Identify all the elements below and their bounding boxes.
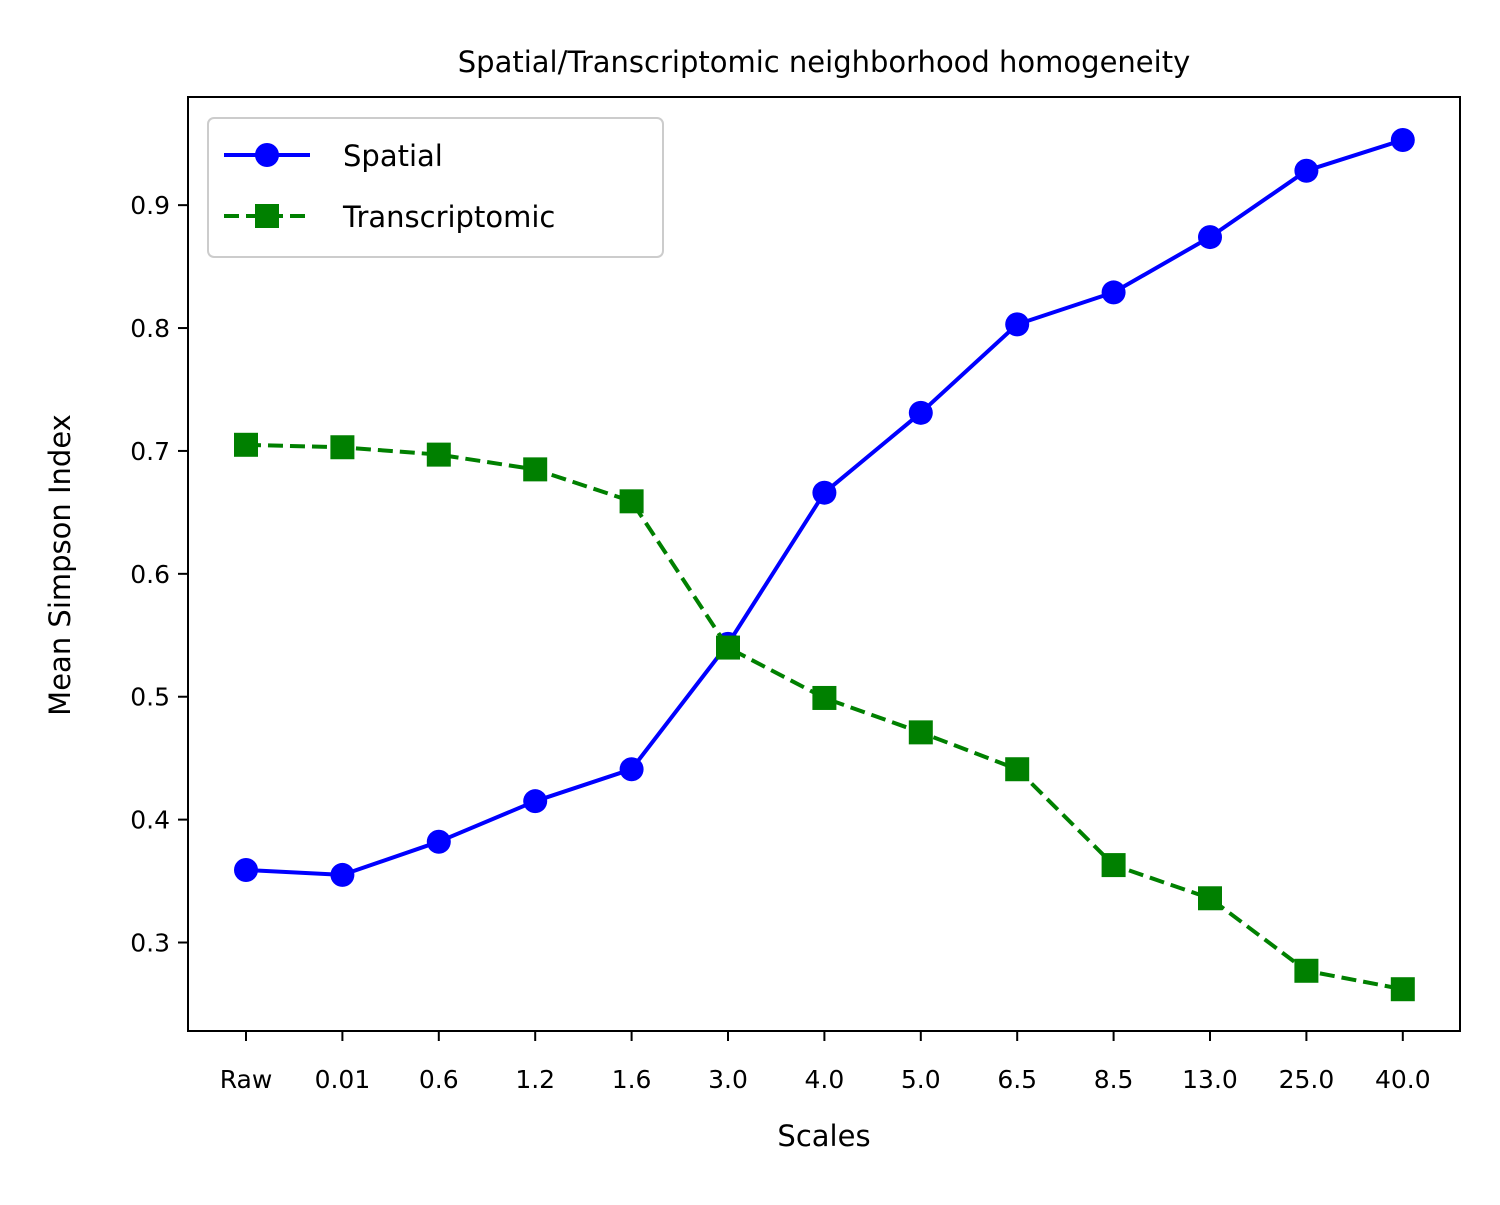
series-layer: [234, 128, 1415, 1002]
x-tick-label: 4.0: [805, 1065, 845, 1094]
data-point-spatial: [908, 400, 933, 425]
data-point-spatial: [1101, 280, 1126, 305]
data-point-transcriptomic: [1390, 977, 1415, 1002]
y-tick-label: 0.5: [130, 683, 170, 712]
data-point-spatial: [1390, 128, 1415, 153]
axis-ticks: Raw 0.01 0.6 1.2 1.6 3.0 4.0 5.0 6.5 8.5 13.0 25.0 4…: [130, 191, 1430, 1094]
data-point-transcriptomic: [523, 457, 548, 482]
x-tick-label: 1.6: [612, 1065, 652, 1094]
data-point-transcriptomic: [330, 435, 355, 460]
y-tick-label: 0.3: [130, 929, 170, 958]
legend-marker-spatial: [255, 143, 279, 167]
data-point-transcriptomic: [234, 432, 258, 457]
data-point-transcriptomic: [1198, 886, 1222, 911]
data-point-spatial: [330, 862, 355, 887]
legend: Spatial Transcriptomic: [207, 117, 664, 258]
y-tick-label: 0.6: [130, 560, 170, 589]
data-point-transcriptomic: [1101, 853, 1126, 878]
data-point-transcriptomic: [812, 685, 837, 710]
x-tick-label: 5.0: [901, 1065, 941, 1094]
data-point-transcriptomic: [619, 489, 644, 514]
chart-title: Spatial/Transcriptomic neighborhood homo…: [458, 45, 1190, 79]
y-tick-label: 0.8: [130, 314, 170, 343]
data-point-transcriptomic: [1005, 757, 1030, 782]
y-tick-label: 0.7: [130, 437, 170, 466]
x-tick-label: 25.0: [1279, 1065, 1335, 1094]
x-tick-label: 3.0: [708, 1065, 748, 1094]
data-point-spatial: [523, 789, 548, 814]
x-tick-label: 8.5: [1094, 1065, 1134, 1094]
data-point-spatial: [619, 757, 644, 782]
x-tick-label: 6.5: [997, 1065, 1037, 1094]
data-point-transcriptomic: [426, 442, 451, 467]
x-tick-label: 1.2: [515, 1065, 555, 1094]
data-point-spatial: [426, 829, 451, 854]
x-tick-label: 13.0: [1182, 1065, 1238, 1094]
data-point-transcriptomic: [716, 635, 740, 660]
y-tick-label: 0.4: [130, 806, 170, 835]
x-tick-label: 40.0: [1375, 1065, 1431, 1094]
x-tick-label: 0.6: [419, 1065, 459, 1094]
y-tick-label: 0.9: [130, 191, 170, 220]
legend-label-spatial: Spatial: [343, 139, 443, 173]
data-point-spatial: [1294, 158, 1319, 183]
legend-label-transcriptomic: Transcriptomic: [342, 200, 555, 234]
data-point-spatial: [812, 480, 837, 505]
data-point-transcriptomic: [908, 720, 933, 745]
plot-frame: [187, 96, 1461, 1032]
legend-marker-transcriptomic: [255, 204, 279, 228]
x-tick-label: Raw: [220, 1065, 273, 1094]
x-axis-label: Scales: [777, 1119, 870, 1153]
data-point-transcriptomic: [1294, 958, 1319, 983]
data-point-spatial: [234, 858, 258, 883]
data-point-spatial: [1198, 225, 1222, 250]
legend-box: [207, 117, 664, 258]
y-axis-label: Mean Simpson Index: [43, 414, 77, 716]
data-point-spatial: [1005, 312, 1030, 337]
x-tick-label: 0.01: [315, 1065, 371, 1094]
